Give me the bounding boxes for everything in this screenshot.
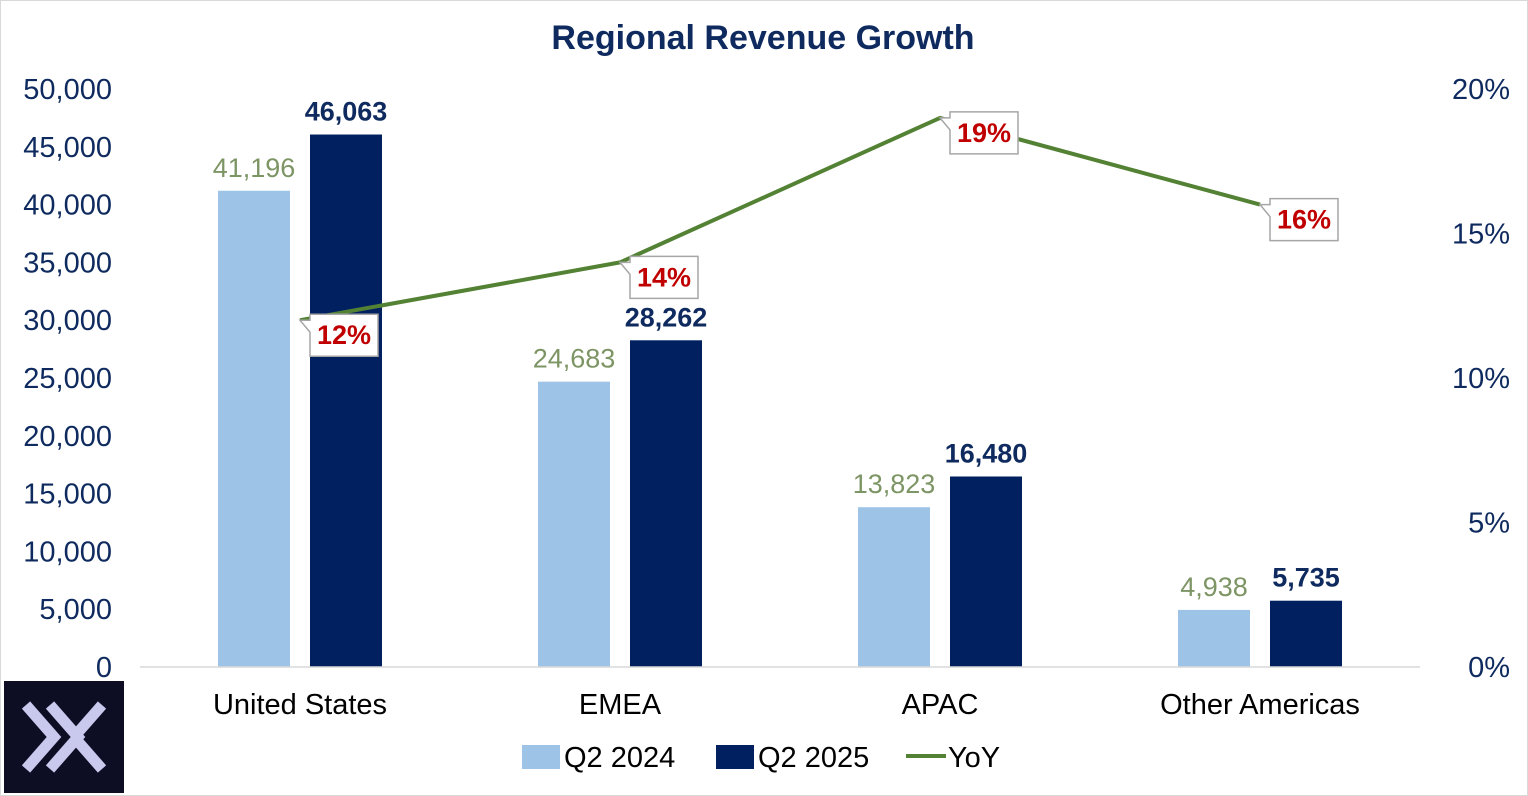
yoy-callout: 16% — [1258, 197, 1339, 242]
secondary-y-axis: 0% 5% 10% 15% 20% — [1452, 74, 1510, 684]
legend-item: YoY — [906, 742, 1000, 774]
bar-data-labels: 41,196 24,683 13,823 4,938 46,063 28,262 16,48… — [213, 97, 1340, 602]
logo-background — [4, 681, 124, 793]
bar-q2-2025 — [950, 476, 1022, 667]
bar-q2-2025 — [630, 340, 702, 667]
bar-data-label: 4,938 — [1180, 572, 1248, 602]
y2-tick-label: 10% — [1452, 363, 1510, 395]
bar-q2-2025 — [310, 134, 382, 667]
y-tick-label: 15,000 — [23, 479, 112, 511]
legend-label: Q2 2024 — [564, 742, 675, 774]
y-tick-label: 50,000 — [23, 74, 112, 106]
y-tick-label: 30,000 — [23, 305, 112, 337]
x-category-label: United States — [213, 689, 387, 721]
logo-mark-icon — [21, 701, 107, 773]
yoy-callout: 12% — [298, 313, 379, 357]
bar-q2-2025 — [1270, 600, 1342, 667]
y2-tick-label: 15% — [1452, 219, 1510, 251]
bar-q2-2024 — [858, 507, 930, 667]
y2-tick-label: 5% — [1468, 508, 1510, 540]
y-tick-label: 20,000 — [23, 421, 112, 453]
y-tick-label: 40,000 — [23, 190, 112, 222]
x-category-label: EMEA — [579, 689, 662, 721]
yoy-callouts: 12% 14% 19% 16% — [298, 111, 1339, 357]
callout-box — [938, 111, 1019, 155]
y-tick-label: 0 — [96, 652, 112, 684]
legend-swatch — [716, 745, 754, 769]
legend-item: Q2 2025 — [716, 742, 869, 774]
yoy-callout: 14% — [618, 255, 699, 300]
bar-data-label: 16,480 — [945, 438, 1028, 468]
y-tick-label: 45,000 — [23, 132, 112, 164]
yoy-line-series — [299, 115, 1261, 323]
callout-box — [1258, 197, 1339, 242]
callout-box — [618, 255, 699, 300]
y-tick-label: 35,000 — [23, 247, 112, 279]
x-category-label: Other Americas — [1160, 689, 1360, 721]
bar-data-label: 13,823 — [853, 469, 936, 499]
chart-title: Regional Revenue Growth — [551, 19, 974, 57]
y-tick-label: 25,000 — [23, 363, 112, 395]
bar-data-label: 24,683 — [533, 344, 616, 374]
yoy-data-label: 12% — [317, 320, 371, 350]
yoy-line — [299, 115, 1261, 323]
legend: Q2 2024 Q2 2025 YoY — [522, 742, 1000, 774]
bar-series — [218, 134, 1342, 668]
yoy-data-label: 14% — [637, 262, 691, 292]
primary-y-axis: 0 5,000 10,000 15,000 20,000 25,000 30,000 35,0… — [23, 74, 112, 684]
legend-item: Q2 2024 — [522, 742, 675, 774]
y2-tick-label: 20% — [1452, 74, 1510, 106]
bar-q2-2024 — [538, 381, 610, 667]
company-logo — [4, 681, 124, 793]
yoy-callout: 19% — [938, 111, 1019, 155]
legend-label: YoY — [948, 742, 1000, 774]
legend-label: Q2 2025 — [758, 742, 869, 774]
callout-box — [298, 313, 379, 357]
y-tick-label: 10,000 — [23, 536, 112, 568]
x-axis: United States EMEA APAC Other Americas — [213, 689, 1360, 721]
bar-data-label: 28,262 — [625, 302, 708, 332]
bar-q2-2024 — [1178, 609, 1250, 667]
yoy-data-label: 19% — [957, 118, 1011, 148]
bar-data-label: 41,196 — [213, 153, 296, 183]
x-category-label: APAC — [902, 689, 979, 721]
yoy-data-label: 16% — [1277, 205, 1331, 235]
bar-data-label: 5,735 — [1272, 563, 1340, 593]
legend-swatch — [522, 745, 560, 769]
bar-q2-2024 — [218, 190, 290, 668]
bar-data-label: 46,063 — [305, 97, 388, 127]
y-tick-label: 5,000 — [39, 594, 112, 626]
y2-tick-label: 0% — [1468, 652, 1510, 684]
